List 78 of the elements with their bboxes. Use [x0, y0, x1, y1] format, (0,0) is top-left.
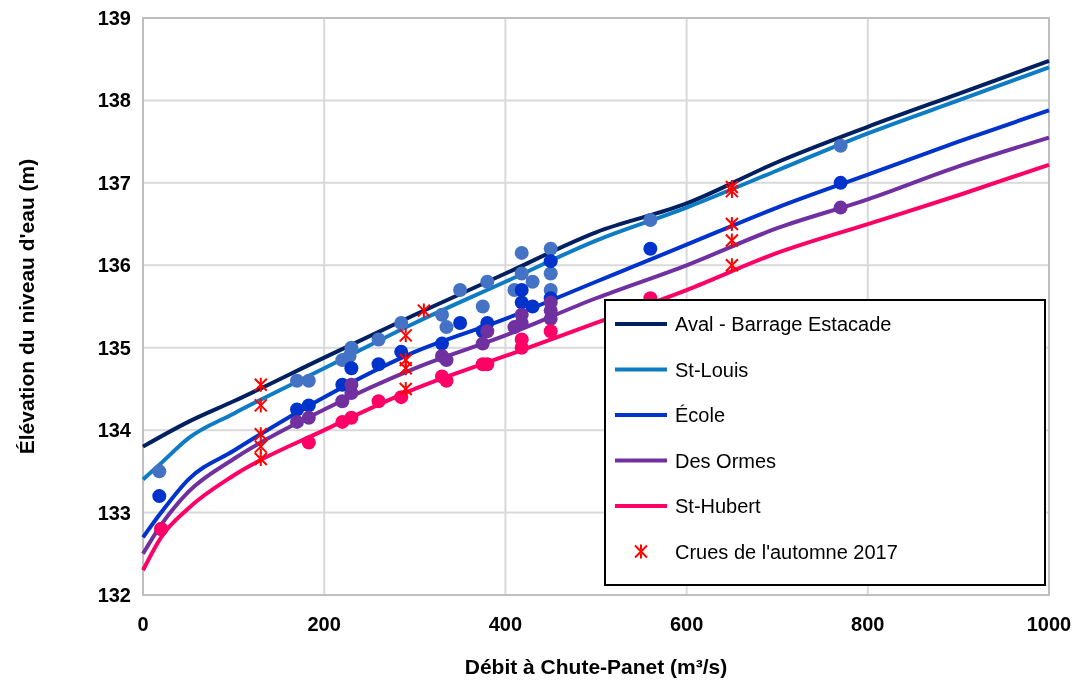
- legend-label: Aval - Barrage Estacade: [675, 313, 892, 335]
- point: [525, 274, 540, 289]
- point: [344, 410, 359, 425]
- point: [301, 435, 316, 450]
- point: [253, 426, 268, 443]
- point: [724, 232, 739, 249]
- y-tick-label: 137: [97, 171, 131, 194]
- point: [724, 216, 739, 233]
- point: [643, 241, 658, 256]
- point: [253, 450, 268, 467]
- point: [398, 380, 413, 397]
- point: [475, 336, 490, 351]
- point: [398, 352, 413, 369]
- point: [543, 241, 558, 256]
- point: [833, 175, 848, 190]
- point: [290, 414, 305, 429]
- point: [514, 283, 529, 298]
- point: [434, 307, 449, 322]
- legend-label: St-Louis: [675, 358, 749, 381]
- point: [514, 245, 529, 260]
- y-tick-label: 135: [97, 336, 131, 359]
- x-tick-label: 200: [307, 613, 341, 635]
- y-tick-label: 133: [97, 501, 131, 524]
- y-axis-title: Élévation du niveau d'eau (m): [15, 158, 38, 455]
- point: [301, 398, 316, 413]
- y-tick-label: 138: [97, 89, 131, 112]
- point: [833, 138, 848, 153]
- x-axis-title: Débit à Chute-Panet (m³/s): [464, 655, 728, 678]
- y-tick-label: 132: [97, 584, 131, 606]
- point: [525, 299, 540, 314]
- y-tick-label: 139: [97, 7, 131, 29]
- point: [344, 361, 359, 376]
- point: [643, 212, 658, 227]
- x-tick-label: 800: [851, 613, 885, 635]
- point: [543, 254, 558, 269]
- legend-label: École: [675, 404, 726, 426]
- point: [724, 257, 739, 274]
- legend-label: Crues de l'automne 2017: [675, 540, 898, 563]
- point: [394, 315, 409, 330]
- legend-label: St-Hubert: [675, 495, 762, 517]
- point: [290, 373, 305, 388]
- point: [543, 266, 558, 281]
- point: [724, 183, 739, 200]
- point: [152, 464, 167, 479]
- y-tick-label: 134: [97, 419, 132, 442]
- point: [833, 200, 848, 215]
- point: [514, 266, 529, 281]
- point: [453, 283, 468, 298]
- point: [724, 178, 739, 195]
- point: [398, 327, 413, 344]
- point: [453, 315, 468, 330]
- point: [416, 302, 431, 319]
- point: [301, 373, 316, 388]
- legend-label: Des Ormes: [675, 449, 777, 472]
- point: [301, 410, 316, 425]
- point: [371, 357, 386, 372]
- x-tick-label: 600: [669, 613, 704, 635]
- point: [371, 394, 386, 409]
- point: [434, 336, 449, 351]
- point: [371, 332, 386, 347]
- y-tick-label: 136: [97, 254, 131, 277]
- point: [480, 274, 495, 289]
- point: [439, 320, 454, 335]
- x-tick-label: 0: [137, 613, 149, 635]
- point: [398, 360, 413, 377]
- point: [290, 402, 305, 417]
- point: [480, 324, 495, 339]
- point: [253, 438, 268, 455]
- x-tick-label: 1000: [1026, 613, 1072, 635]
- point: [152, 489, 167, 504]
- point: [335, 394, 350, 409]
- point: [344, 340, 359, 355]
- point: [439, 353, 454, 368]
- point: [475, 299, 490, 314]
- point: [253, 397, 268, 414]
- point: [543, 324, 558, 339]
- x-tick-label: 400: [488, 613, 523, 635]
- point: [253, 376, 268, 393]
